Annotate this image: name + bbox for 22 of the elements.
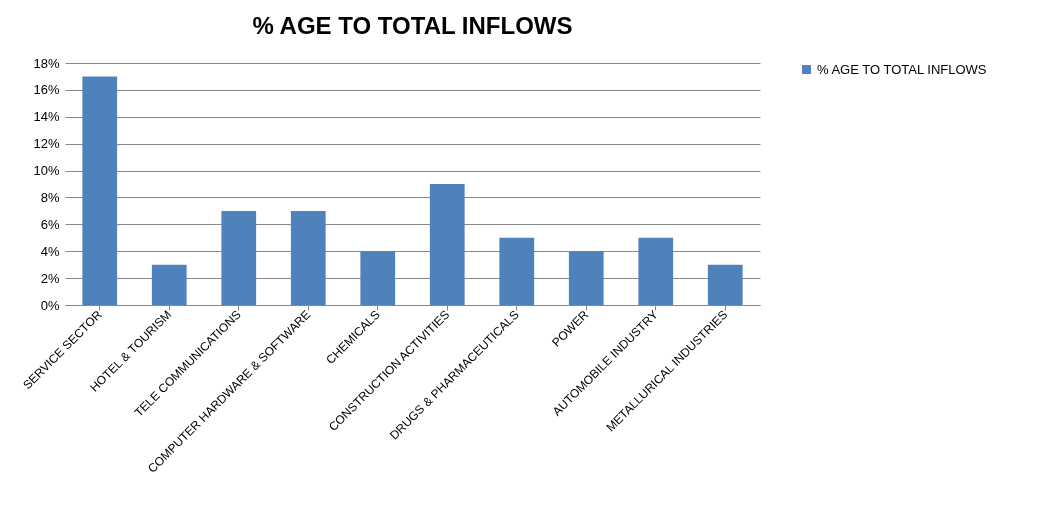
bar [638, 237, 674, 305]
y-tick-label: 10% [33, 163, 60, 179]
y-tick-label: 2% [40, 270, 60, 286]
bar [360, 251, 396, 305]
bar [499, 237, 535, 305]
bar [82, 76, 118, 305]
y-tick-label: 6% [40, 216, 60, 232]
y-tick-label: 12% [33, 136, 60, 152]
y-tick-label: 14% [33, 109, 60, 125]
bar [151, 264, 187, 305]
y-tick-label: 18% [33, 55, 60, 71]
legend-label: % AGE TO TOTAL INFLOWS [817, 61, 987, 77]
chart-title: % AGE TO TOTAL INFLOWS [252, 12, 573, 39]
y-tick-label: 16% [33, 82, 60, 98]
bar [568, 251, 604, 305]
y-tick-label: 8% [40, 189, 60, 205]
bar [221, 210, 257, 305]
y-tick-label: 4% [40, 243, 60, 259]
bar [707, 264, 743, 305]
y-tick-label: 0% [40, 297, 60, 313]
bar [429, 184, 465, 305]
bar [290, 210, 326, 305]
